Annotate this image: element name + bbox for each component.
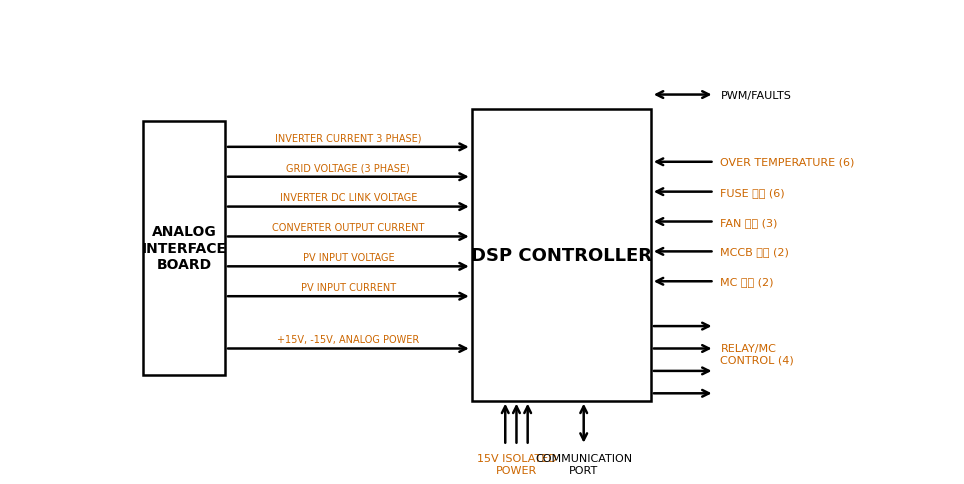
Text: ANALOG
INTERFACE
BOARD: ANALOG INTERFACE BOARD	[142, 225, 227, 272]
Text: PV INPUT CURRENT: PV INPUT CURRENT	[301, 282, 396, 292]
Text: FUSE 접점 (6): FUSE 접점 (6)	[720, 187, 785, 197]
Text: COMMUNICATION
PORT: COMMUNICATION PORT	[535, 453, 632, 475]
Bar	[471, 110, 651, 401]
Text: INVERTER CURRENT 3 PHASE): INVERTER CURRENT 3 PHASE)	[275, 133, 421, 143]
Text: GRID VOLTAGE (3 PHASE): GRID VOLTAGE (3 PHASE)	[286, 163, 411, 173]
Text: RELAY/MC
CONTROL (4): RELAY/MC CONTROL (4)	[720, 344, 794, 365]
Text: PWM/FAULTS: PWM/FAULTS	[720, 91, 791, 100]
Text: PV INPUT VOLTAGE: PV INPUT VOLTAGE	[303, 252, 394, 262]
Bar	[143, 121, 226, 375]
Text: DSP CONTROLLER: DSP CONTROLLER	[470, 247, 652, 265]
Text: 15V ISOLATED
POWER: 15V ISOLATED POWER	[476, 453, 556, 475]
Text: OVER TEMPERATURE (6): OVER TEMPERATURE (6)	[720, 157, 855, 167]
Text: FAN 접점 (3): FAN 접점 (3)	[720, 217, 778, 227]
Text: MCCB 접점 (2): MCCB 접점 (2)	[720, 247, 790, 257]
Text: +15V, -15V, ANALOG POWER: +15V, -15V, ANALOG POWER	[278, 334, 419, 344]
Text: CONVERTER OUTPUT CURRENT: CONVERTER OUTPUT CURRENT	[272, 223, 424, 232]
Text: INVERTER DC LINK VOLTAGE: INVERTER DC LINK VOLTAGE	[280, 193, 417, 203]
Text: MC 접점 (2): MC 접점 (2)	[720, 277, 774, 287]
